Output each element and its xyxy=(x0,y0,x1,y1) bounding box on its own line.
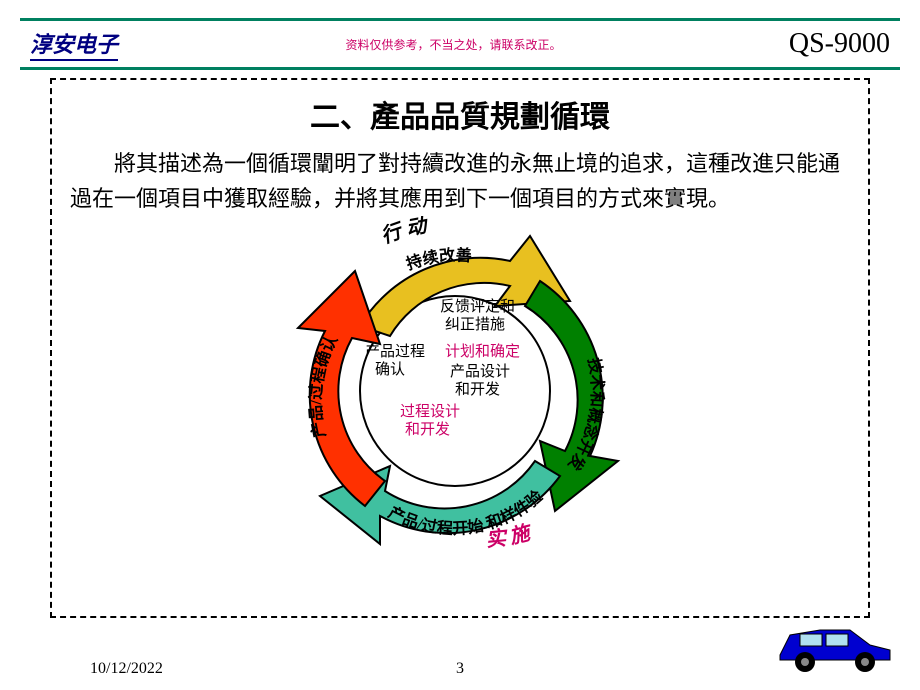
car-icon xyxy=(770,610,900,680)
inner-text-5: 产品设计 xyxy=(450,363,510,380)
content-box: 二、產品品質規劃循環 將其描述為一個循環闡明了對持續改進的永無止境的追求，這種改… xyxy=(50,78,870,618)
inner-text-6: 和开发 xyxy=(455,381,500,398)
header: 淳安电子 资料仅供参考，不当之处，请联系改正。 QS-9000 xyxy=(20,18,900,70)
disclaimer-text: 资料仅供参考，不当之处，请联系改正。 xyxy=(118,36,789,53)
car-hub-1 xyxy=(801,658,809,666)
inner-text-7: 过程设计 xyxy=(400,403,460,420)
inner-text-2: 产品过程 xyxy=(365,343,425,360)
company-logo: 淳安电子 xyxy=(30,27,118,61)
outer-label-0: 行 动 xyxy=(378,216,431,248)
car-window-1 xyxy=(800,634,822,646)
inner-text-3: 确认 xyxy=(375,361,405,378)
inner-text-8: 和开发 xyxy=(405,421,450,438)
slide: 淳安电子 资料仅供参考，不当之处，请联系改正。 QS-9000 二、產品品質規劃… xyxy=(0,0,920,690)
inner-text-0: 反馈评定和 xyxy=(440,298,515,315)
slide-title: 二、產品品質規劃循環 xyxy=(70,92,850,136)
slide-paragraph: 將其描述為一個循環闡明了對持續改進的永無止境的追求，這種改進只能通過在一個項目中… xyxy=(70,146,850,216)
inner-text-1: 纠正措施 xyxy=(445,316,505,333)
inner-text-4: 计划和确定 xyxy=(445,343,520,360)
qs-label: QS-9000 xyxy=(789,28,890,60)
car-hub-2 xyxy=(861,658,869,666)
cycle-diagram: 持续改善技术和概念开发产品/过程开始 和样件验证产品/过程确认行 动实 施反馈评… xyxy=(240,216,680,576)
car-window-2 xyxy=(826,634,848,646)
